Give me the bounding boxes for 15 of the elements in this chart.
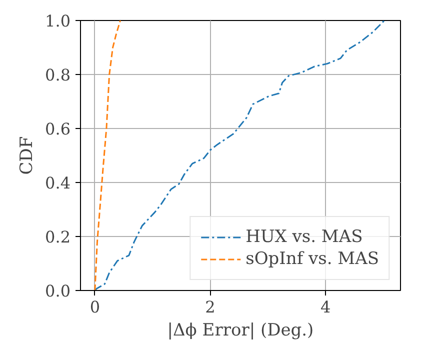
y-tick-label: 0.2 <box>45 228 71 246</box>
y-tick-label: 1.0 <box>45 12 71 30</box>
y-tick-label: 0.0 <box>45 282 71 300</box>
x-tick-label: 0 <box>90 298 100 316</box>
x-tick-label: 4 <box>320 298 331 316</box>
y-tick-label: 0.6 <box>45 120 71 138</box>
line-series <box>94 20 386 290</box>
legend-label: sOpInf vs. MAS <box>246 249 379 269</box>
x-axis-title: |Δϕ Error| (Deg.) <box>167 320 314 340</box>
y-axis-title: CDF <box>17 136 38 175</box>
line-series <box>94 20 122 290</box>
x-tick-label: 2 <box>205 298 216 316</box>
legend-label: HUX vs. MAS <box>246 227 363 247</box>
y-tick-label: 0.4 <box>45 174 71 192</box>
y-tick-label: 0.8 <box>45 66 71 84</box>
